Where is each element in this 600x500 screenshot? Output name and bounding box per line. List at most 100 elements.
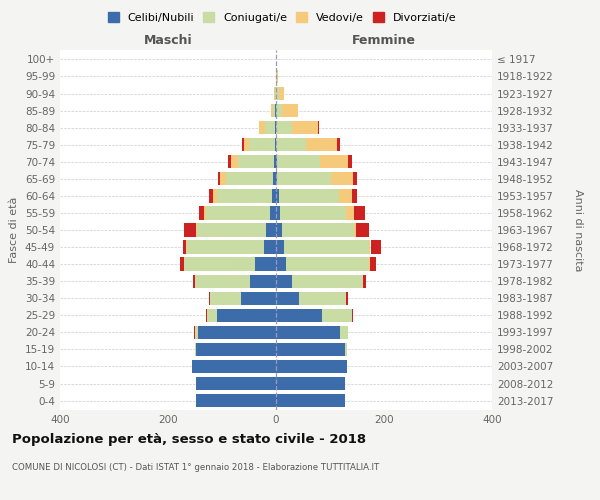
Bar — [277, 155, 320, 168]
Bar — [276, 104, 283, 117]
Legend: Celibi/Nubili, Coniugati/e, Vedovi/e, Divorziati/e: Celibi/Nubili, Coniugati/e, Vedovi/e, Di… — [103, 8, 461, 28]
Bar — [346, 292, 348, 305]
Bar — [275, 138, 276, 151]
Bar — [276, 308, 322, 322]
Bar — [276, 206, 280, 220]
Bar — [207, 308, 217, 322]
Bar — [184, 224, 196, 236]
Bar — [276, 121, 292, 134]
Text: COMUNE DI NICOLOSI (CT) - Dati ISTAT 1° gennaio 2018 - Elaborazione TUTTITALIA.I: COMUNE DI NICOLOSI (CT) - Dati ISTAT 1° … — [12, 462, 379, 471]
Bar — [183, 240, 187, 254]
Text: Popolazione per età, sesso e stato civile - 2018: Popolazione per età, sesso e stato civil… — [12, 432, 366, 446]
Bar — [259, 121, 265, 134]
Bar — [218, 172, 220, 186]
Bar — [273, 104, 275, 117]
Bar — [209, 292, 241, 305]
Bar — [249, 138, 275, 151]
Bar — [280, 206, 346, 220]
Bar — [276, 360, 347, 373]
Bar — [364, 274, 366, 288]
Bar — [196, 343, 276, 356]
Bar — [299, 292, 346, 305]
Bar — [331, 172, 353, 186]
Bar — [199, 206, 204, 220]
Bar — [318, 121, 319, 134]
Bar — [337, 138, 340, 151]
Bar — [277, 70, 278, 83]
Bar — [320, 155, 348, 168]
Bar — [238, 155, 274, 168]
Bar — [274, 172, 276, 186]
Bar — [322, 308, 352, 322]
Bar — [286, 258, 370, 271]
Bar — [348, 155, 352, 168]
Bar — [274, 155, 276, 168]
Bar — [241, 292, 276, 305]
Bar — [217, 308, 276, 322]
Bar — [229, 155, 231, 168]
Bar — [276, 189, 278, 202]
Bar — [242, 138, 244, 151]
Bar — [244, 138, 249, 151]
Bar — [197, 224, 266, 236]
Bar — [284, 240, 370, 254]
Bar — [276, 326, 340, 339]
Bar — [276, 240, 284, 254]
Bar — [276, 224, 283, 236]
Bar — [269, 206, 276, 220]
Bar — [276, 292, 299, 305]
Bar — [271, 104, 273, 117]
Bar — [265, 121, 275, 134]
Bar — [306, 138, 337, 151]
Bar — [196, 224, 197, 236]
Bar — [250, 274, 276, 288]
Bar — [354, 206, 365, 220]
Bar — [352, 308, 353, 322]
Bar — [276, 377, 345, 390]
Bar — [266, 224, 276, 236]
Bar — [339, 189, 352, 202]
Bar — [206, 206, 269, 220]
Bar — [346, 206, 354, 220]
Bar — [276, 394, 345, 407]
Bar — [180, 258, 184, 271]
Bar — [184, 258, 256, 271]
Bar — [187, 240, 264, 254]
Bar — [195, 326, 198, 339]
Bar — [193, 360, 276, 373]
Bar — [276, 172, 277, 186]
Bar — [214, 189, 217, 202]
Bar — [354, 224, 356, 236]
Bar — [226, 172, 274, 186]
Bar — [276, 258, 286, 271]
Bar — [276, 138, 306, 151]
Bar — [278, 87, 284, 100]
Bar — [283, 104, 298, 117]
Bar — [371, 240, 382, 254]
Y-axis label: Fasce di età: Fasce di età — [10, 197, 19, 263]
Bar — [275, 87, 276, 100]
Bar — [195, 274, 250, 288]
Text: Femmine: Femmine — [352, 34, 416, 48]
Bar — [264, 240, 276, 254]
Bar — [370, 258, 376, 271]
Bar — [352, 189, 357, 202]
Bar — [231, 155, 238, 168]
Bar — [217, 189, 272, 202]
Y-axis label: Anni di nascita: Anni di nascita — [573, 188, 583, 271]
Text: Maschi: Maschi — [143, 34, 193, 48]
Bar — [340, 326, 348, 339]
Bar — [277, 172, 331, 186]
Bar — [196, 394, 276, 407]
Bar — [292, 274, 364, 288]
Bar — [353, 172, 357, 186]
Bar — [196, 377, 276, 390]
Bar — [276, 87, 278, 100]
Bar — [283, 224, 354, 236]
Bar — [278, 189, 339, 202]
Bar — [276, 343, 345, 356]
Bar — [272, 189, 276, 202]
Bar — [356, 224, 370, 236]
Bar — [276, 274, 292, 288]
Bar — [193, 274, 195, 288]
